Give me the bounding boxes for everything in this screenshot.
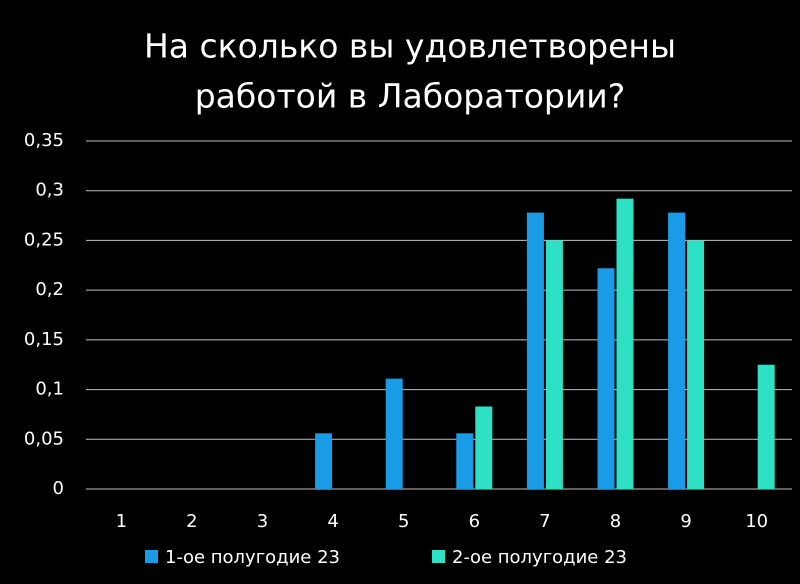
x-tick-label: 9 [680,511,691,532]
x-tick-label: 7 [539,511,550,532]
y-tick-label: 0,15 [24,329,64,350]
bar [687,240,705,489]
y-tick-label: 0,3 [35,180,64,201]
legend-label: 2-ое полугодие 23 [452,547,627,568]
bar [545,240,563,489]
y-tick-label: 0,35 [24,130,64,151]
y-tick-label: 0,2 [35,279,64,300]
bar [315,433,333,489]
x-tick-label: 6 [469,511,480,532]
chart-title: работой в Лаборатории? [195,77,626,116]
bar [616,198,634,489]
legend-swatch [145,550,158,563]
x-tick-label: 3 [257,511,268,532]
x-tick-label: 2 [186,511,197,532]
legend-swatch [432,550,445,563]
x-tick-label: 5 [398,511,409,532]
y-tick-label: 0 [53,478,64,499]
bar [456,433,474,489]
x-tick-label: 10 [745,511,768,532]
y-tick-label: 0,05 [24,428,64,449]
bar [757,364,775,489]
x-tick-label: 8 [610,511,621,532]
bar [385,378,403,489]
y-tick-label: 0,25 [24,229,64,250]
x-tick-label: 1 [116,511,127,532]
bar [597,268,615,489]
legend-label: 1-ое полугодие 23 [165,547,340,568]
bar [668,212,686,490]
x-tick-label: 4 [327,511,338,532]
y-tick-label: 0,1 [35,379,64,400]
bar [475,406,493,489]
bar [526,212,544,490]
chart-title: На сколько вы удовлетворены [144,27,676,66]
